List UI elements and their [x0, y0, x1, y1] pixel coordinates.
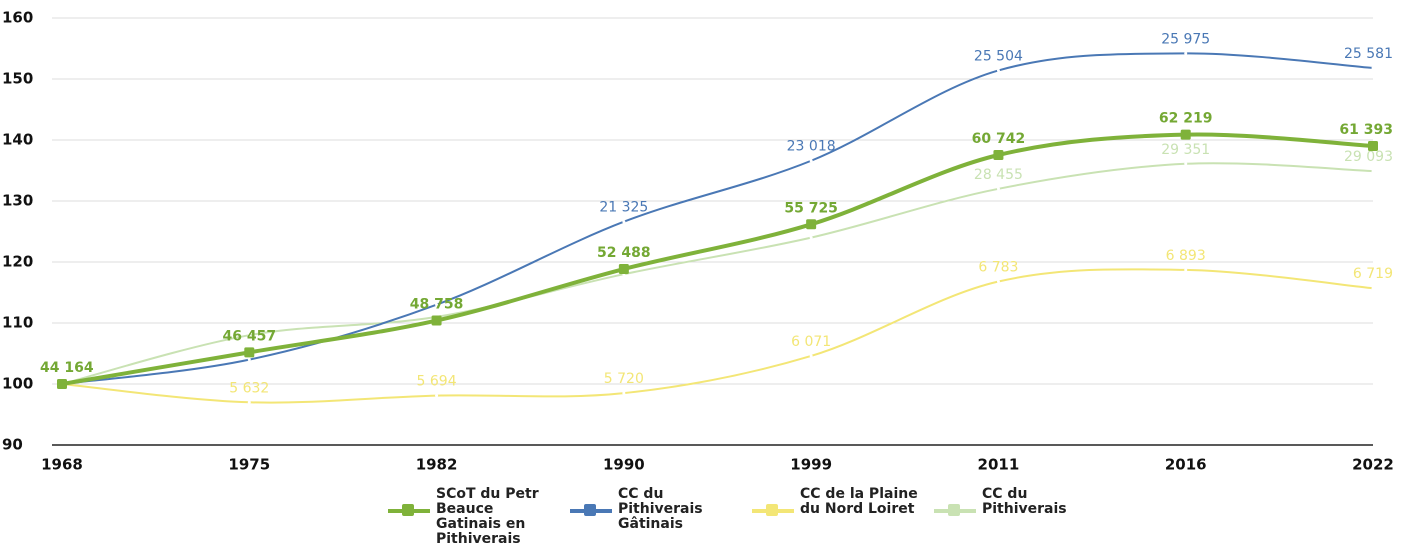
- point-marker: [996, 187, 1000, 191]
- point-marker: [435, 303, 439, 307]
- x-tick-label: 2011: [978, 456, 1020, 474]
- data-label: 28 455: [974, 167, 1023, 183]
- point-marker: [1368, 141, 1378, 152]
- point-marker: [1184, 51, 1188, 55]
- legend-item: CC du Pithiverais Gâtinais: [570, 487, 738, 547]
- point-marker: [1371, 286, 1375, 290]
- series-line: [61, 52, 1374, 385]
- y-tick-label: 120: [2, 253, 33, 271]
- y-tick-label: 110: [2, 314, 33, 332]
- point-marker: [57, 379, 67, 389]
- point-marker: [618, 264, 629, 275]
- point-marker: [809, 354, 813, 358]
- data-label: 25 975: [1161, 31, 1210, 47]
- point-marker: [996, 68, 1000, 72]
- legend-label: CC du Pithiverais Gâtinais: [618, 486, 703, 532]
- legend: SCoT du Petr Beauce Gatinais en Pithiver…: [388, 487, 1068, 547]
- legend-swatch: [752, 504, 794, 516]
- point-marker: [996, 280, 1000, 284]
- data-label: 6 783: [978, 260, 1018, 276]
- y-tick-label: 140: [2, 131, 33, 149]
- series-line: [61, 132, 1374, 386]
- data-label: 44 164: [40, 360, 94, 376]
- point-marker: [809, 159, 813, 163]
- data-label: 5 720: [604, 371, 644, 387]
- legend-label: CC de la Plaine du Nord Loiret: [800, 486, 918, 517]
- data-label: 6 893: [1166, 248, 1206, 264]
- point-marker: [806, 219, 817, 230]
- data-label: 21 325: [599, 200, 648, 216]
- legend-label: SCoT du Petr Beauce Gatinais en Pithiver…: [436, 486, 539, 547]
- legend-marker: [402, 504, 414, 516]
- data-label: 60 742: [972, 131, 1026, 147]
- legend-item: CC de la Plaine du Nord Loiret: [752, 487, 920, 547]
- y-tick-label: 160: [2, 9, 33, 27]
- data-label: 61 393: [1339, 122, 1393, 138]
- x-tick-label: 1990: [603, 456, 645, 474]
- point-marker: [809, 236, 813, 240]
- legend-item: CC du Pithiverais: [934, 487, 1068, 547]
- data-label: 62 219: [1159, 111, 1213, 127]
- x-tick-label: 1968: [41, 456, 83, 474]
- legend-item: SCoT du Petr Beauce Gatinais en Pithiver…: [388, 487, 556, 547]
- y-tick-label: 150: [2, 70, 33, 88]
- y-tick-label: 90: [2, 436, 23, 454]
- data-label: 6 071: [791, 334, 831, 350]
- point-marker: [622, 220, 626, 224]
- point-marker: [1184, 162, 1188, 166]
- point-marker: [244, 347, 255, 358]
- x-tick-label: 1975: [228, 456, 270, 474]
- x-tick-label: 1982: [416, 456, 458, 474]
- data-label: 29 093: [1344, 149, 1393, 165]
- data-label: 55 725: [784, 200, 838, 216]
- legend-label: CC du Pithiverais: [982, 486, 1067, 517]
- point-marker: [247, 358, 251, 362]
- point-marker: [1184, 268, 1188, 272]
- data-label: 46 457: [222, 328, 276, 344]
- point-marker: [1180, 129, 1191, 140]
- x-tick-label: 2016: [1165, 456, 1207, 474]
- series-line: [61, 268, 1374, 404]
- legend-swatch: [388, 504, 430, 516]
- data-label: 25 581: [1344, 46, 1393, 62]
- legend-marker: [766, 504, 778, 516]
- point-marker: [431, 315, 442, 326]
- legend-swatch: [570, 504, 612, 516]
- data-label: 5 632: [229, 380, 269, 396]
- point-marker: [247, 333, 251, 337]
- data-label: 48 758: [410, 297, 464, 313]
- data-label: 25 504: [974, 48, 1023, 64]
- point-marker: [1371, 169, 1375, 173]
- legend-marker: [948, 504, 960, 516]
- point-marker: [993, 150, 1004, 161]
- point-marker: [1371, 66, 1375, 70]
- data-label: 6 719: [1353, 266, 1393, 282]
- data-label: 29 351: [1161, 142, 1210, 158]
- y-tick-label: 100: [2, 375, 33, 393]
- legend-swatch: [934, 504, 976, 516]
- point-marker: [435, 394, 439, 398]
- x-tick-label: 2022: [1352, 456, 1394, 474]
- legend-marker: [584, 504, 596, 516]
- series-line: [61, 162, 1374, 385]
- y-tick-label: 130: [2, 192, 33, 210]
- x-tick-label: 1999: [790, 456, 832, 474]
- data-label: 5 694: [417, 374, 457, 390]
- data-label: 52 488: [597, 245, 651, 261]
- data-label: 23 018: [787, 139, 836, 155]
- point-marker: [247, 400, 251, 404]
- point-marker: [622, 391, 626, 395]
